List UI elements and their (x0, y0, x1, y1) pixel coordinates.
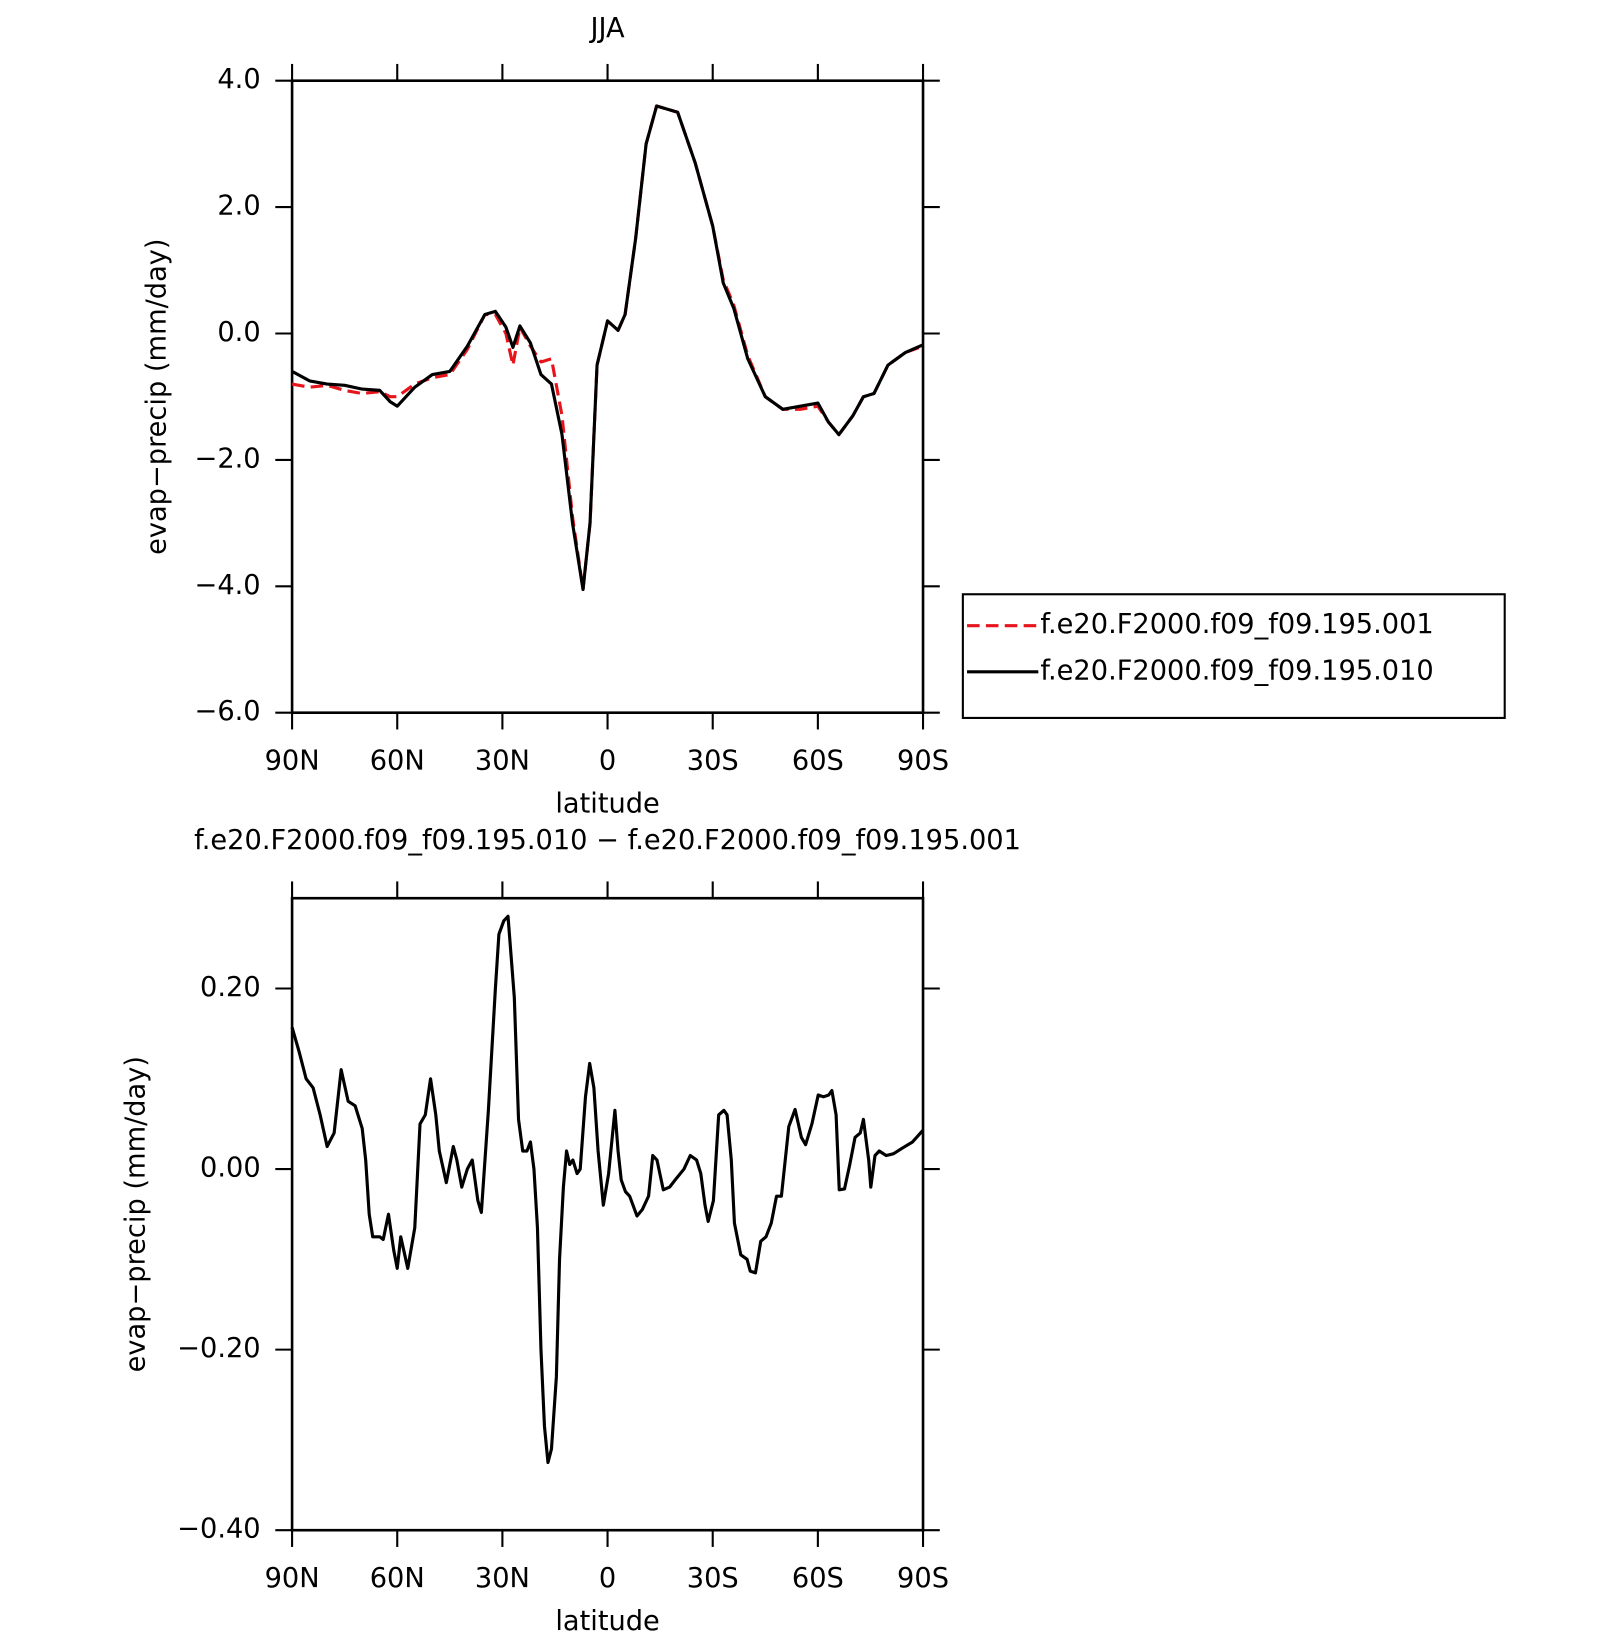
series-line (291, 104, 924, 592)
x-tick-label: 90N (265, 1563, 320, 1594)
y-tick-label: 0.0 (217, 317, 260, 348)
x-tick-label: 90S (897, 1563, 949, 1594)
y-tick-label: −4.0 (195, 570, 261, 601)
x-axis-label: latitude (555, 1606, 659, 1635)
y-tick-label: −0.20 (177, 1333, 260, 1364)
series-line (290, 914, 925, 1465)
series-line (291, 104, 924, 592)
y-axis-label: evap−precip (mm/day) (120, 1056, 151, 1372)
x-tick-label: 60N (370, 1563, 425, 1594)
plot-frame (290, 896, 925, 1532)
y-tick-label: 0.00 (200, 1153, 261, 1184)
x-tick-label: 30N (475, 745, 530, 776)
x-tick-label: 90N (265, 745, 320, 776)
x-tick-label: 30S (687, 1563, 739, 1594)
x-tick-label: 60S (792, 745, 844, 776)
y-tick-label: 4.0 (217, 64, 260, 95)
chart-title: f.e20.F2000.f09_f09.195.010 − f.e20.F200… (194, 825, 1021, 856)
legend-label: f.e20.F2000.f09_f09.195.001 (1040, 609, 1433, 640)
legend-box (961, 593, 1506, 719)
y-tick-label: 0.20 (200, 972, 261, 1003)
x-tick-label: 30S (687, 745, 739, 776)
y-axis-label: evap−precip (mm/day) (141, 239, 172, 555)
chart-title: JJA (588, 13, 625, 44)
y-tick-label: 2.0 (217, 191, 260, 222)
x-tick-label: 60S (792, 1563, 844, 1594)
x-tick-label: 30N (475, 1563, 530, 1594)
x-tick-label: 60N (370, 745, 425, 776)
x-tick-label: 0 (599, 1563, 616, 1594)
y-tick-label: −2.0 (195, 443, 261, 474)
plot-frame (290, 79, 925, 715)
x-tick-label: 0 (599, 745, 616, 776)
legend-label: f.e20.F2000.f09_f09.195.010 (1040, 655, 1433, 686)
y-tick-label: −0.40 (177, 1514, 260, 1545)
x-axis-label: latitude (555, 788, 659, 819)
y-tick-label: −6.0 (195, 696, 261, 727)
x-tick-label: 90S (897, 745, 949, 776)
